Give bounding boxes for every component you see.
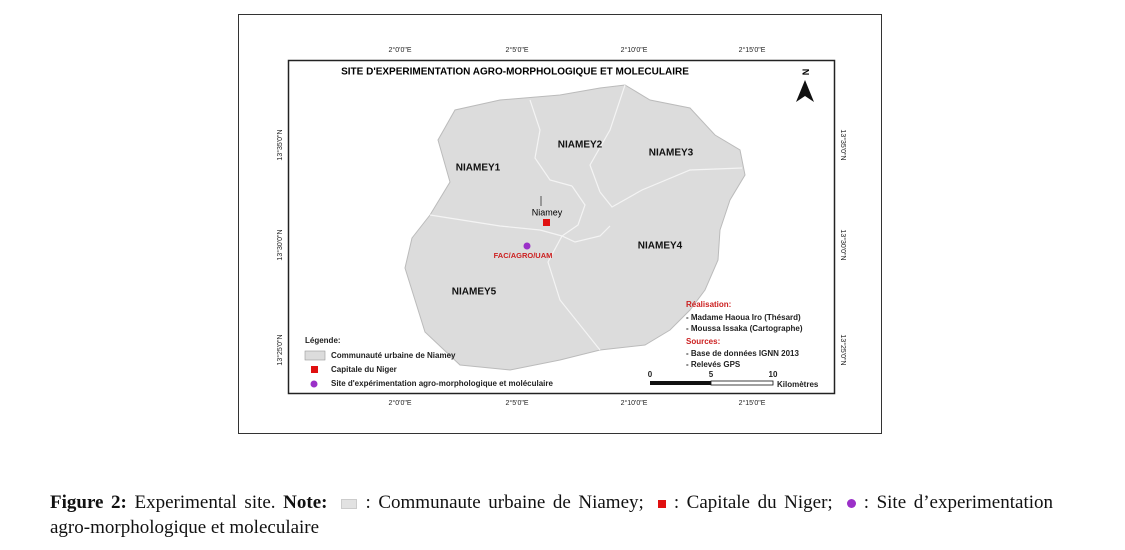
credits-line: - Base de données IGNN 2013 [686, 349, 799, 358]
caption-label: Figure 2: [50, 492, 127, 513]
north-label: N [801, 69, 811, 76]
legend-item: Communauté urbaine de Niamey [331, 351, 456, 360]
longitude-label: 2°5'0"E [506, 46, 529, 54]
north-arrow: N [796, 69, 814, 102]
credits-line: - Moussa Issaka (Cartographe) [686, 324, 803, 333]
scale-unit: Kilomètres [777, 380, 819, 389]
caption-item: : Site d’experimentation agro-morphologi… [50, 492, 1053, 538]
latitude-label: 13°35'0"N [276, 129, 284, 160]
site-swatch [846, 499, 856, 509]
legend-title: Légende: [305, 336, 341, 345]
capital-swatch [657, 499, 666, 508]
district-label: NIAMEY5 [452, 287, 497, 298]
scale-tick: 0 [648, 370, 653, 379]
urban-swatch [341, 498, 358, 509]
scale-bar: 0 5 10 Kilomètres [648, 370, 819, 389]
scale-tick: 5 [709, 370, 714, 379]
caption-item: : Communaute urbaine de Niamey; [365, 492, 644, 513]
site-marker [523, 242, 531, 250]
credits-heading: Réalisation: [686, 300, 731, 309]
credits-heading: Sources: [686, 337, 720, 346]
latitude-label: 13°25'0"N [276, 334, 284, 365]
latitude-label: 13°30'0"N [276, 229, 284, 260]
legend-item: Capitale du Niger [331, 365, 397, 374]
longitude-label: 2°10'0"E [621, 46, 648, 54]
caption-title: Experimental site. [134, 492, 276, 513]
district-boundaries [429, 84, 743, 351]
district-label: NIAMEY3 [649, 148, 694, 159]
site-label: FAC/AGRO/UAM [494, 251, 553, 260]
credits: Réalisation: - Madame Haoua Iro (Thésard… [686, 300, 803, 369]
latitude-label: 13°25'0"N [839, 334, 847, 365]
legend-item: Site d'expérimentation agro-morphologiqu… [331, 379, 553, 388]
longitude-label: 2°15'0"E [739, 46, 766, 54]
caption-note: Note: [283, 492, 328, 513]
district-label: NIAMEY2 [558, 140, 603, 151]
caption-item: : Capitale du Niger; [673, 492, 833, 513]
longitude-label: 2°5'0"E [506, 399, 529, 407]
district-label: NIAMEY1 [456, 163, 501, 174]
longitude-label: 2°10'0"E [621, 399, 648, 407]
longitude-label: 2°0'0"E [389, 46, 412, 54]
scale-tick: 10 [769, 370, 778, 379]
latitude-label: 13°35'0"N [839, 129, 847, 160]
capital-marker [543, 219, 550, 226]
legend: Légende: Communauté urbaine de Niamey Ca… [304, 336, 553, 388]
longitude-label: 2°15'0"E [739, 399, 766, 407]
latitude-label: 13°30'0"N [839, 229, 847, 260]
capital-label: Niamey [532, 207, 563, 217]
map-figure: 2°0'0"E 2°5'0"E 2°10'0"E 2°15'0"E 2°0'0"… [238, 14, 882, 434]
district-label: NIAMEY4 [638, 241, 683, 252]
figure-caption: Figure 2: Experimental site. Note: : Comm… [50, 490, 1053, 540]
longitude-label: 2°0'0"E [389, 399, 412, 407]
credits-line: - Madame Haoua Iro (Thésard) [686, 313, 801, 322]
map-title: SITE D'EXPERIMENTATION AGRO-MORPHOLOGIQU… [341, 67, 689, 78]
graticule-labels: 2°0'0"E 2°5'0"E 2°10'0"E 2°15'0"E 2°0'0"… [276, 46, 847, 407]
credits-line: - Relevés GPS [686, 360, 741, 369]
